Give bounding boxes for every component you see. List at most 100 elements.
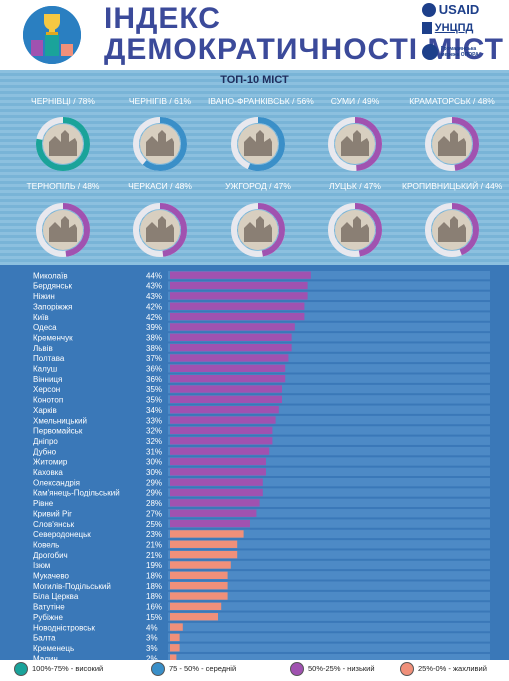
city-ring-arc xyxy=(133,203,187,257)
bar xyxy=(170,654,177,662)
city-name: Харків xyxy=(33,406,57,415)
value-label: 27% xyxy=(146,509,162,518)
ranking-chart: Миколаїв 44% Бердянськ 43% Ніжин 43% Запоріжжя… xyxy=(33,271,490,663)
value-label: 43% xyxy=(146,282,162,291)
city-name: Запоріжжя xyxy=(33,302,72,311)
city-ring-arc xyxy=(425,117,479,171)
bar xyxy=(170,426,273,435)
bar xyxy=(170,550,238,559)
city-name: Дніпро xyxy=(33,437,58,446)
city-ring xyxy=(231,117,285,171)
value-label: 2% xyxy=(146,654,158,660)
city-name: Ватутіне xyxy=(33,603,65,612)
building-icon xyxy=(244,130,272,156)
city-name: Балта xyxy=(33,634,56,643)
row-track xyxy=(168,457,490,466)
value-label: 42% xyxy=(146,313,162,322)
row-track xyxy=(168,591,490,601)
value-label: 21% xyxy=(146,540,162,549)
bar xyxy=(170,509,257,517)
legend-label: 25%-0% - жахливий xyxy=(418,664,487,673)
row-track xyxy=(168,643,490,652)
row-track xyxy=(168,405,490,414)
city-label: ЧЕРНІГІВ / 61% xyxy=(128,96,192,106)
city-name: Кам'янець-Подільський xyxy=(33,489,120,498)
bar xyxy=(170,582,228,590)
top10-title: ТОП-10 МІСТ xyxy=(220,74,289,86)
city-name: Кременець xyxy=(33,644,74,653)
bar xyxy=(170,540,238,548)
value-label: 21% xyxy=(146,551,162,560)
city-name: Полтава xyxy=(33,354,65,363)
bar xyxy=(170,323,295,331)
building-icon xyxy=(244,216,272,242)
value-label: 18% xyxy=(146,572,162,581)
building-icon xyxy=(49,130,77,156)
row-track xyxy=(168,374,490,383)
bar xyxy=(170,437,273,445)
row-track xyxy=(168,415,490,425)
bar xyxy=(170,281,308,290)
trophy-logo-icon xyxy=(23,6,81,64)
city-label: СУМИ / 49% xyxy=(330,96,380,106)
row-track xyxy=(168,467,490,476)
city-name: Каховка xyxy=(33,468,63,477)
value-label: 19% xyxy=(146,561,162,570)
usaid-logo: USAID xyxy=(422,2,486,20)
city-ring xyxy=(36,117,90,171)
city-ring-arc xyxy=(328,117,382,171)
building-icon xyxy=(146,130,174,156)
city-name: Малин xyxy=(33,654,58,660)
bar xyxy=(170,561,231,569)
bar xyxy=(170,644,180,652)
value-label: 43% xyxy=(146,292,162,301)
bar xyxy=(170,499,260,507)
row-track xyxy=(168,322,490,332)
bar xyxy=(170,530,244,538)
row-track xyxy=(168,540,490,549)
city-ring xyxy=(36,203,90,257)
bar xyxy=(170,633,180,642)
value-label: 33% xyxy=(146,416,162,425)
row-track xyxy=(168,529,490,539)
value-label: 39% xyxy=(146,323,162,332)
row-track xyxy=(168,509,490,518)
value-label: 31% xyxy=(146,447,162,456)
city-ring xyxy=(231,203,285,257)
city-name: Первомайськ xyxy=(33,427,83,436)
bar xyxy=(170,571,228,579)
city-name: Рубіжне xyxy=(33,613,64,622)
city-ring xyxy=(133,203,187,257)
bar xyxy=(170,457,266,466)
legend-dot xyxy=(151,662,165,676)
value-label: 28% xyxy=(146,499,162,508)
row-track xyxy=(168,633,490,642)
bar xyxy=(170,375,286,383)
value-label: 35% xyxy=(146,396,162,405)
value-label: 29% xyxy=(146,489,162,498)
bar xyxy=(170,602,222,611)
city-name: Ізюм xyxy=(33,561,50,570)
bar xyxy=(170,271,311,279)
row-track xyxy=(168,488,490,497)
city-name: Мукачево xyxy=(33,572,69,581)
city-ring-arc xyxy=(231,117,285,171)
city-ring-arc xyxy=(231,203,285,257)
city-name: Дрогобич xyxy=(33,551,68,560)
value-label: 3% xyxy=(146,644,158,653)
bar xyxy=(170,478,263,486)
bar xyxy=(170,302,305,310)
city-name: Одеса xyxy=(33,323,57,332)
row-track xyxy=(168,478,490,487)
value-label: 32% xyxy=(146,427,162,436)
row-track xyxy=(168,364,490,373)
city-label: ТЕРНОПІЛЬ / 48% xyxy=(26,181,100,191)
building-icon xyxy=(49,216,77,242)
row-track xyxy=(168,622,490,632)
row-track xyxy=(168,291,490,301)
city-ring xyxy=(425,203,479,257)
row-track xyxy=(168,612,490,621)
page-title-line1: ІНДЕКС xyxy=(104,2,221,35)
row-track xyxy=(168,498,490,508)
city-name: Кременчук xyxy=(33,333,73,342)
